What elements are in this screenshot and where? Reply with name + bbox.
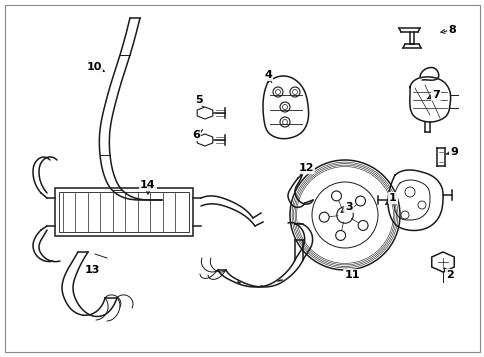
- Bar: [55, 188, 193, 236]
- Text: 9: 9: [449, 147, 457, 157]
- Text: 7: 7: [431, 90, 439, 100]
- Text: 4: 4: [263, 70, 272, 80]
- Text: 8: 8: [447, 25, 455, 35]
- Text: 6: 6: [192, 130, 199, 140]
- Text: 12: 12: [298, 163, 313, 173]
- Text: 2: 2: [445, 270, 453, 280]
- Text: 3: 3: [345, 202, 352, 212]
- Text: 13: 13: [84, 265, 100, 275]
- Text: 10: 10: [86, 62, 102, 72]
- Bar: [59, 192, 189, 232]
- Text: 1: 1: [388, 193, 396, 203]
- Text: 5: 5: [195, 95, 202, 105]
- Text: 14: 14: [140, 180, 155, 190]
- Text: 11: 11: [344, 270, 359, 280]
